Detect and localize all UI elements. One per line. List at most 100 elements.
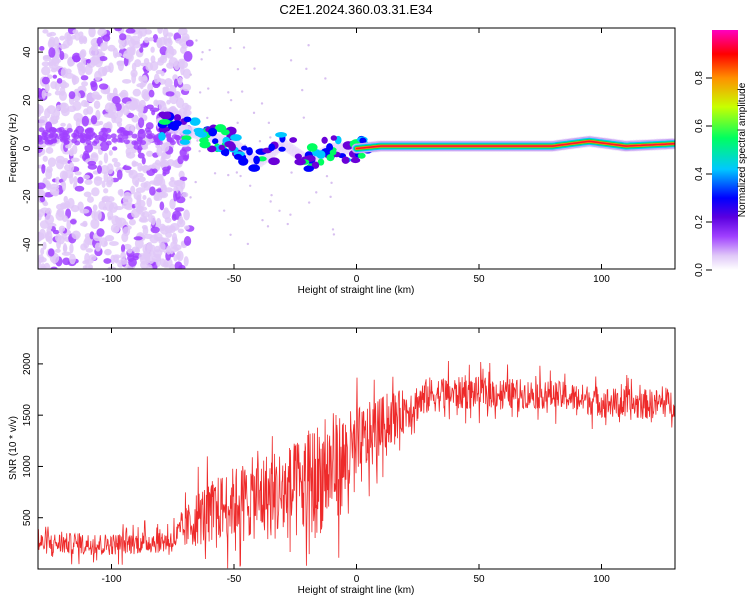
noise-dot	[269, 200, 272, 203]
band-blob	[58, 133, 65, 139]
noise-dot	[227, 91, 230, 94]
colorbar-tick-label: 0.2	[694, 215, 705, 229]
noise-blob	[62, 257, 71, 266]
band-blob	[123, 139, 130, 145]
noise-blob	[108, 241, 119, 246]
noise-blob	[69, 253, 76, 265]
noise-dot	[236, 67, 240, 71]
ridge-blob	[212, 138, 219, 145]
top-y-tick-label: 0	[22, 145, 33, 151]
noise-blob	[57, 208, 65, 218]
band-blob	[66, 127, 73, 133]
noise-blob	[69, 243, 74, 254]
noise-blob	[55, 203, 66, 211]
noise-blob	[180, 46, 187, 54]
noise-blob	[122, 165, 132, 171]
noise-blob	[168, 180, 179, 188]
noise-blob	[60, 67, 68, 78]
noise-blob	[61, 215, 68, 223]
noise-blob	[182, 36, 190, 42]
noise-blob	[136, 172, 144, 178]
noise-blob	[90, 115, 98, 125]
band-blob	[110, 133, 117, 139]
noise-blob	[104, 235, 115, 242]
ridge-blob	[179, 139, 190, 145]
band-core	[355, 140, 675, 150]
noise-blob	[53, 43, 61, 49]
band-blob	[38, 134, 42, 140]
band-blob	[138, 129, 145, 135]
noise-blob	[54, 233, 62, 242]
noise-blob	[113, 226, 120, 234]
noise-dot	[189, 196, 192, 199]
noise-blob	[170, 241, 178, 250]
noise-blob	[166, 99, 171, 105]
noise-blob	[61, 107, 70, 117]
ridge-blob	[316, 150, 326, 159]
bottom-y-tick-label: 1000	[22, 455, 33, 478]
colorbar-tick-label: 0.4	[694, 167, 705, 181]
ridge-blob	[341, 156, 350, 164]
noise-blob	[132, 161, 139, 167]
colorbar-tick-label: 0.6	[694, 119, 705, 133]
noise-dot	[198, 149, 201, 153]
noise-blob	[139, 46, 144, 53]
noise-blob	[96, 228, 105, 237]
noise-blob	[42, 241, 47, 250]
band-blob	[79, 138, 86, 144]
noise-blob	[99, 56, 108, 62]
noise-dot	[289, 59, 293, 62]
noise-blob	[158, 191, 169, 199]
noise-blob	[138, 28, 148, 37]
band-blob	[51, 127, 58, 133]
top-y-tick-label: 40	[22, 46, 33, 58]
ridge-blob	[189, 117, 201, 126]
noise-blob	[111, 157, 118, 163]
noise-blob	[139, 215, 148, 223]
noise-blob	[48, 47, 56, 58]
noise-blob	[65, 144, 72, 149]
ridge-blob	[317, 158, 325, 166]
noise-blob	[47, 157, 57, 168]
noise-blob	[164, 217, 172, 224]
band-blob	[105, 127, 112, 133]
noise-blob	[61, 251, 72, 256]
band-blob	[78, 134, 85, 140]
noise-dot	[189, 73, 192, 76]
band-blob	[91, 132, 98, 138]
noise-blob	[38, 104, 44, 115]
ridge-blob	[241, 145, 248, 151]
band-blob	[74, 140, 81, 146]
noise-blob	[58, 90, 68, 102]
band-blob	[116, 128, 123, 134]
noise-blob	[70, 157, 80, 163]
noise-blob	[50, 266, 58, 269]
noise-blob	[41, 164, 46, 174]
noise-blob	[44, 214, 55, 225]
noise-blob	[67, 105, 77, 113]
noise-blob	[146, 197, 153, 208]
noise-blob	[157, 28, 163, 34]
noise-blob	[81, 115, 90, 127]
band-blob	[131, 133, 138, 139]
noise-blob	[128, 38, 136, 48]
band-blob	[140, 140, 147, 146]
noise-blob	[118, 92, 127, 98]
noise-blob	[168, 57, 179, 67]
noise-dot	[200, 58, 203, 61]
ridge-blob	[208, 127, 218, 137]
noise-blob	[60, 181, 66, 187]
band-blob	[98, 131, 105, 137]
noise-blob	[46, 32, 53, 38]
noise-blob	[42, 55, 51, 62]
noise-dot	[302, 116, 306, 119]
snr-series-line	[38, 360, 675, 569]
band-blob	[145, 130, 152, 136]
noise-blob	[152, 249, 163, 257]
noise-blob	[181, 192, 189, 198]
noise-blob	[55, 155, 65, 164]
noise-blob	[91, 210, 96, 220]
ridge-blob	[303, 165, 314, 172]
noise-blob	[41, 89, 47, 99]
bottom-x-tick-label: 100	[593, 574, 610, 585]
